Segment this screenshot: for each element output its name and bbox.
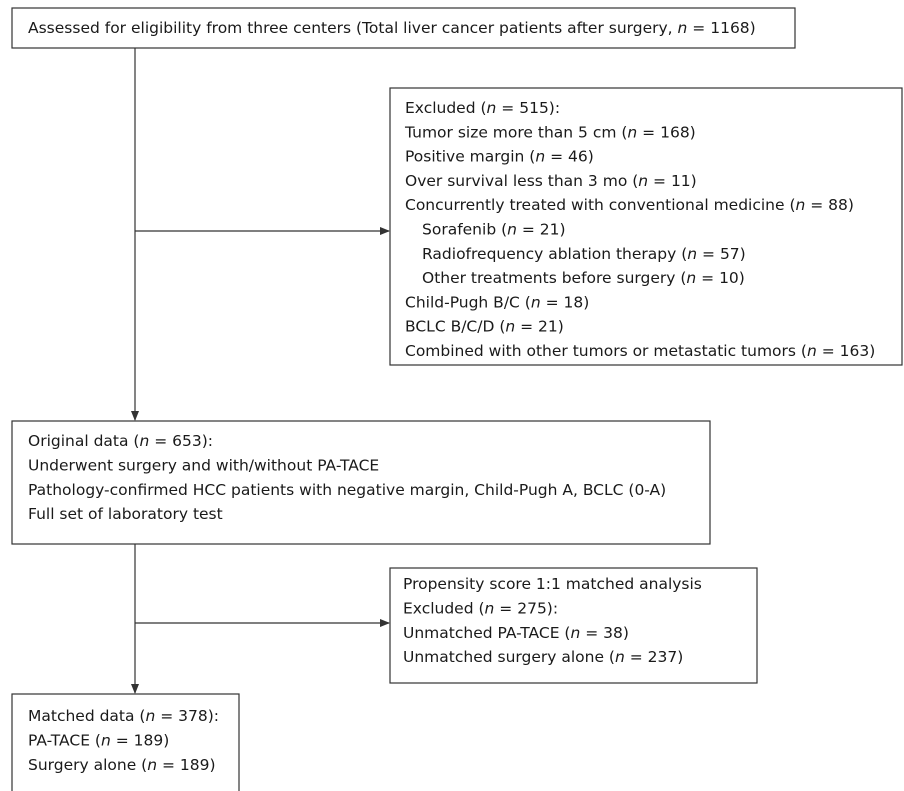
text-run: = 653): [149,432,213,450]
text-run: Unmatched PA-TACE ( [403,623,570,641]
italic-symbol: n [807,342,817,360]
italic-symbol: n [531,293,541,311]
text-run: Excluded ( [405,99,487,117]
text-run: = 168) [637,123,695,141]
text-run: Full set of laboratory test [28,505,223,523]
text-run: Assessed for eligibility from three cent… [28,19,678,37]
line-text: Excluded (n = 275): [403,599,558,617]
line-text: Concurrently treated with conventional m… [405,196,854,214]
line-text: BCLC B/C/D (n = 21) [405,317,564,335]
text-run: Radiofrequency ablation therapy ( [422,244,687,262]
box [389,87,903,366]
line-text: PA-TACE (n = 189) [28,731,169,749]
line-text: Assessed for eligibility from three cent… [28,19,756,37]
text-run: = 88) [805,196,854,214]
text-run: = 38) [580,623,629,641]
italic-symbol: n [638,171,648,189]
italic-symbol: n [487,99,497,117]
text-run: = 189) [111,731,169,749]
box [389,567,758,684]
italic-symbol: n [485,599,495,617]
line-text: Excluded (n = 515): [405,99,560,117]
italic-symbol: n [796,196,806,214]
text-run: Surgery alone ( [28,755,147,773]
italic-symbol: n [139,432,149,450]
line-text: Full set of laboratory test [28,505,223,523]
italic-symbol: n [507,220,517,238]
text-run: Matched data ( [28,707,145,725]
text-run: Excluded ( [403,599,485,617]
line-text: Child-Pugh B/C (n = 18) [405,293,589,311]
text-run: Concurrently treated with conventional m… [405,196,796,214]
line-text: Matched data (n = 378): [28,707,219,725]
line-text: Combined with other tumors or metastatic… [405,342,875,360]
line-text: Unmatched surgery alone (n = 237) [403,648,683,666]
line-text: Over survival less than 3 mo (n = 11) [405,171,697,189]
text-run: Unmatched surgery alone ( [403,648,615,666]
text-run: = 515): [496,99,560,117]
text-run: = 163) [817,342,875,360]
italic-symbol: n [687,244,697,262]
line-text: Positive margin (n = 46) [405,147,594,165]
text-run: = 378): [155,707,219,725]
italic-symbol: n [147,755,157,773]
italic-symbol: n [686,269,696,287]
text-run: Propensity score 1:1 matched analysis [403,575,702,593]
italic-symbol: n [678,19,688,37]
text-run: Tumor size more than 5 cm ( [404,123,627,141]
text-run: = 21) [515,317,564,335]
line-text: Pathology-confirmed HCC patients with ne… [28,480,666,498]
text-run: = 189) [157,755,215,773]
text-run: = 11) [648,171,697,189]
italic-symbol: n [101,731,111,749]
italic-symbol: n [627,123,637,141]
line-text: Surgery alone (n = 189) [28,755,216,773]
text-run: BCLC B/C/D ( [405,317,505,335]
line-text: Propensity score 1:1 matched analysis [403,575,702,593]
text-run: Original data ( [28,432,139,450]
italic-symbol: n [145,707,155,725]
text-run: Positive margin ( [405,147,535,165]
text-run: Combined with other tumors or metastatic… [405,342,807,360]
line-text: Sorafenib (n = 21) [422,220,566,238]
box [11,420,711,545]
text-run: = 237) [625,648,683,666]
text-run: Underwent surgery and with/without PA-TA… [28,456,379,474]
text-run: = 10) [696,269,745,287]
line-text: Unmatched PA-TACE (n = 38) [403,623,629,641]
line-text: Other treatments before surgery (n = 10) [422,269,745,287]
text-run: = 275): [494,599,558,617]
text-run: = 1168) [687,19,755,37]
text-run: = 21) [517,220,566,238]
italic-symbol: n [615,648,625,666]
text-run: Child-Pugh B/C ( [405,293,531,311]
box [11,7,796,49]
line-text: Radiofrequency ablation therapy (n = 57) [422,244,746,262]
text-run: Sorafenib ( [422,220,507,238]
text-run: Over survival less than 3 mo ( [405,171,638,189]
box [11,693,240,791]
italic-symbol: n [570,623,580,641]
italic-symbol: n [535,147,545,165]
text-run: Pathology-confirmed HCC patients with ne… [28,480,666,498]
text-run: PA-TACE ( [28,731,101,749]
line-text: Underwent surgery and with/without PA-TA… [28,456,379,474]
line-text: Original data (n = 653): [28,432,213,450]
text-run: Other treatments before surgery ( [422,269,686,287]
text-run: = 18) [541,293,590,311]
italic-symbol: n [505,317,515,335]
text-run: = 46) [545,147,594,165]
text-run: = 57) [697,244,746,262]
line-text: Tumor size more than 5 cm (n = 168) [404,123,696,141]
